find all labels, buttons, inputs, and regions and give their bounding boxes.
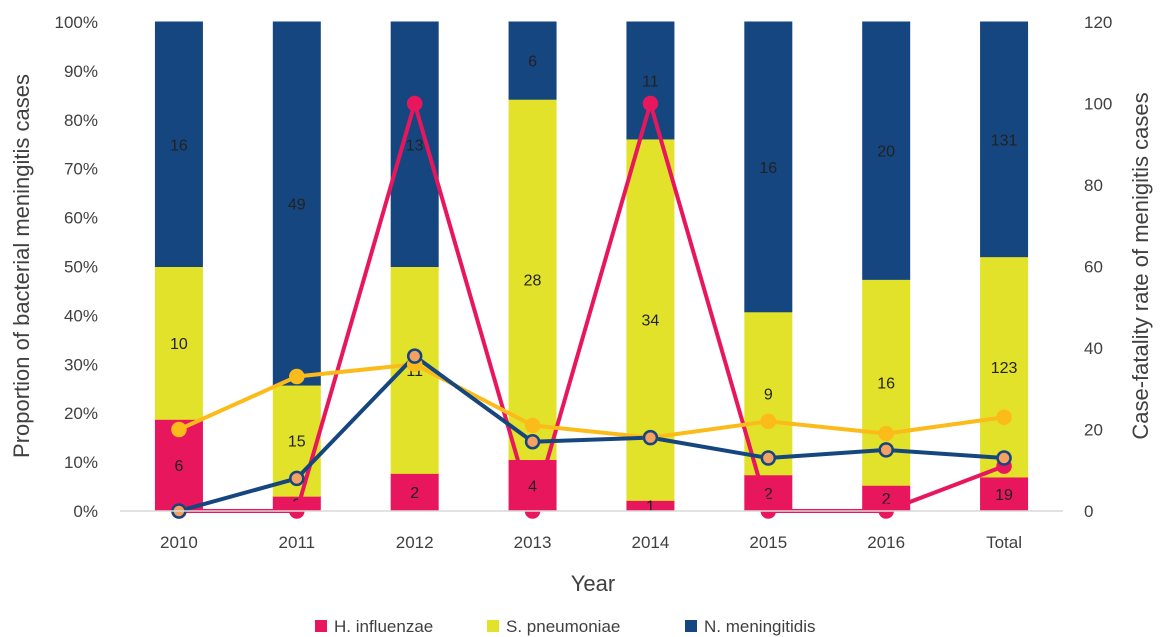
fatality-point-3-2016 [878,442,894,458]
y-tick-70: 70% [64,160,98,179]
fatality-point-1-2012 [406,95,423,112]
x-tick-2010: 2010 [160,533,198,552]
x-tick-total: Total [986,533,1022,552]
y-tick-60: 60% [64,209,98,228]
x-tick-2015: 2015 [749,533,787,552]
bar-label-h-influenzae-2010: 6 [174,458,183,475]
x-tick-2016: 2016 [867,533,905,552]
fatality-point-3-2015 [760,450,777,466]
bar-label-n-meningitidis-2015: 16 [759,160,777,177]
bar-label-s-pneumoniae-2016: 16 [877,375,895,392]
bar-h-influenzae-2013 [508,459,557,512]
bar-n-meningitidis-2011 [272,21,321,386]
fatality-point-3-total [996,450,1012,466]
fatality-point-3-2013 [524,433,541,450]
legend: H. influenzae S. pneumoniae N. meningitidi… [315,617,816,636]
x-axis-title: Year [571,571,615,596]
bar-label-h-influenzae-2016: 2 [882,491,891,508]
y-tick-90: 90% [64,62,98,81]
y2-tick-80: 80 [1084,176,1103,195]
fatality-point-2-2015 [760,413,777,430]
bar-label-n-meningitidis-2014: 11 [642,73,659,90]
bar-n-meningitidis-2014 [626,21,675,140]
fatality-point-2-2011 [289,368,305,385]
fatality-point-2-2010 [171,421,187,438]
fatality-point-3-2011 [289,470,305,487]
bar-label-s-pneumoniae-2013: 28 [524,272,542,289]
x-tick-2011: 2011 [279,533,316,552]
bar-s-pneumoniae-2010 [154,266,203,420]
bar-label-s-pneumoniae-2010: 10 [170,336,188,353]
bar-n-meningitidis-2013 [508,21,557,100]
bar-s-pneumoniae-2015 [744,311,793,476]
legend-label-s-pneumoniae: S. pneumoniae [506,617,620,636]
y-tick-30: 30% [64,355,98,374]
bar-label-n-meningitidis-2012: 13 [406,137,424,154]
y-tick-100: 100% [55,13,98,32]
y2-axis-title: Case-fatality rate of menigitis cases [1128,92,1153,439]
x-tick-2014: 2014 [632,533,670,552]
y-tick-20: 20% [64,404,98,423]
fatality-point-3-2012 [406,348,423,364]
bar-label-h-influenzae-2012: 2 [410,485,419,502]
bar-label-n-meningitidis-total: 131 [991,132,1018,149]
y2-tick-40: 40 [1084,339,1103,358]
y-tick-0: 0% [73,502,98,521]
axes-layer: 2010 2011 2012 2013 2014 2015 2016 Total0%10%20… [55,13,1113,552]
y2-tick-60: 60 [1084,258,1103,277]
bar-h-influenzae-total [980,476,1029,512]
legend-swatch-s-pneumoniae [487,620,499,632]
legend-swatch-h-influenzae [315,620,327,632]
bar-labels-layer: 6101621549211134286134112916216201912313… [170,54,1017,516]
fatality-line-2 [178,362,1005,440]
fatality-point-2-2013 [524,417,541,434]
y2-tick-120: 120 [1084,13,1112,32]
y2-tick-100: 100 [1084,95,1112,114]
bars-layer [154,21,1029,512]
x-tick-2012: 2012 [396,533,434,552]
bar-label-n-meningitidis-2010: 16 [170,137,188,154]
legend-swatch-n-meningitidis [685,620,697,632]
bar-n-meningitidis-2012 [390,21,439,267]
bar-label-s-pneumoniae-2014: 34 [642,313,660,330]
bar-n-meningitidis-total [980,21,1029,258]
x-tick-2013: 2013 [514,533,552,552]
fatality-point-2-total [996,409,1012,426]
y2-tick-20: 20 [1084,421,1103,440]
bar-label-h-influenzae-2015: 2 [764,486,773,503]
y2-tick-0: 0 [1084,502,1093,521]
y-tick-10: 10% [64,453,98,472]
legend-label-h-influenzae: H. influenzae [334,617,433,636]
fatality-point-2-2016 [878,425,894,442]
bar-label-s-pneumoniae-2015: 9 [764,386,773,403]
fatality-line-3 [178,354,1005,513]
legend-label-n-meningitidis: N. meningitidis [704,617,816,636]
bar-n-meningitidis-2010 [154,21,203,267]
bar-label-n-meningitidis-2016: 20 [877,144,895,161]
bar-n-meningitidis-2015 [744,21,793,313]
y-tick-50: 50% [64,258,98,277]
fatality-point-3-2014 [642,429,659,446]
y-tick-40: 40% [64,306,98,325]
bar-label-n-meningitidis-2011: 49 [288,197,306,214]
bar-n-meningitidis-2016 [862,21,911,280]
bar-label-h-influenzae-2014: 1 [646,499,655,516]
bar-label-h-influenzae-2013: 4 [528,478,537,495]
bar-label-s-pneumoniae-total: 123 [991,360,1018,377]
bar-s-pneumoniae-total [980,256,1029,478]
y-tick-80: 80% [64,111,98,130]
lines-layer [171,95,1012,519]
bar-label-s-pneumoniae-2011: 15 [288,434,306,451]
fatality-point-1-2014 [642,95,659,112]
bar-label-h-influenzae-total: 19 [995,487,1013,504]
y-axis-title: Proportion of bacterial meningitis cases [9,74,34,458]
bar-label-n-meningitidis-2013: 6 [528,54,537,71]
